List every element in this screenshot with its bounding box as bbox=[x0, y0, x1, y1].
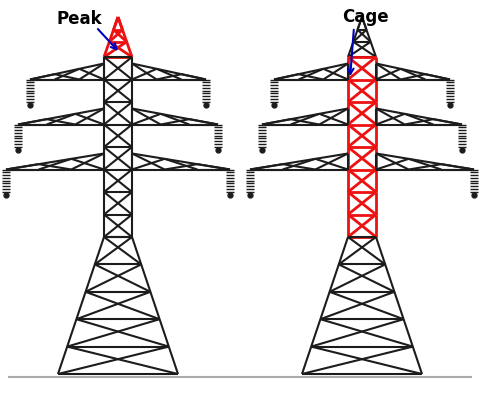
Text: Peak: Peak bbox=[56, 10, 102, 28]
Text: Cage: Cage bbox=[342, 8, 389, 26]
